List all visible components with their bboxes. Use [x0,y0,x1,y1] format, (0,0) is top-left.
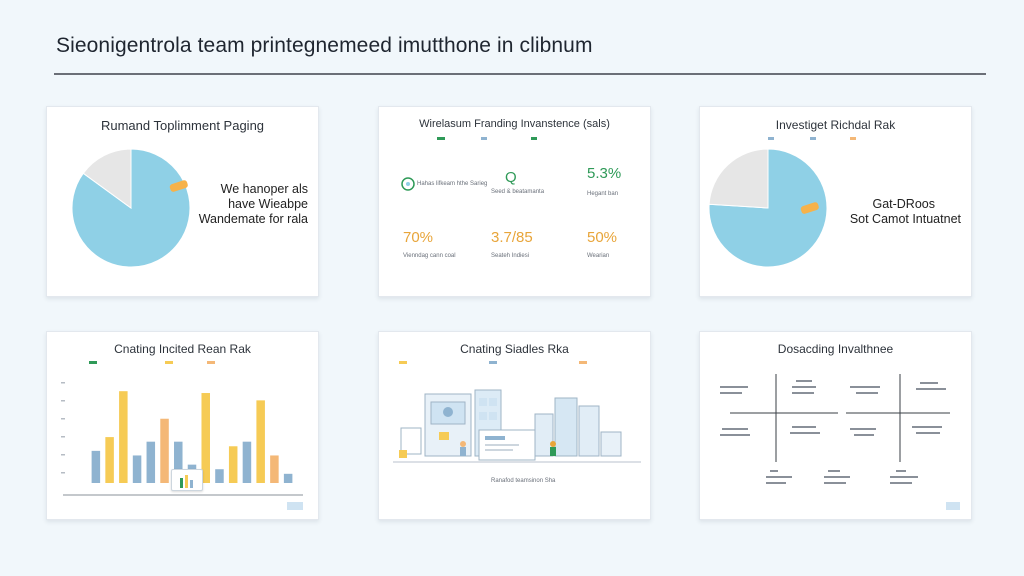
pie-slice [82,148,132,209]
bar [132,455,142,483]
stat-value: 5.3% [587,165,622,182]
pie-slice [708,148,769,209]
stat-value: 50% [587,229,618,246]
card-title: Investiget Richdal Rak [775,118,896,132]
stat-label: Seed & beatamanta [491,189,545,195]
bar [215,469,224,483]
note-line: Gat-DRoos [872,197,935,211]
bar [160,418,169,483]
pie-right-legend [768,137,856,140]
title-divider [54,73,986,75]
card-title: Cnating Siadles Rka [460,342,569,356]
note-line: Wandemate for rala [198,212,308,226]
decision-badge [946,502,960,510]
illustration-legend [399,361,587,364]
bar [201,393,210,483]
bar-chart [61,382,303,496]
note-line: We hanoper als [220,182,308,196]
y-tick [61,418,65,420]
stat-label: Wearian [587,253,610,259]
bar [146,441,156,483]
chart-badge [287,502,303,510]
card-title: Dosacding Invalthnee [777,342,894,356]
card-pie-left: Rumand Toplimment Paging We hanoper als … [46,106,319,297]
stat-label: Hahas lifkeam hthe Sarieg [417,181,488,187]
note-line: Sot Camot Intuatnet [849,212,961,226]
bars-legend [89,361,215,364]
card-illustration: Cnating Siadles Rka [378,331,651,520]
pie-slice [71,148,191,268]
y-tick [61,454,65,456]
chart-tooltip [171,469,203,491]
note-line: have Wieabpe [228,197,308,211]
stats-legend [437,137,537,140]
stat-value: Q [505,169,517,186]
clock-icon [401,177,415,191]
stat-label: Hegant ban [587,191,619,197]
pie-chart-right [708,148,828,268]
y-tick [61,382,65,384]
office-illustration [393,389,641,463]
card-decision: Dosacding Invalthnee [699,331,972,520]
card-title: Wirelasum Franding Invanstence (sals) [419,118,610,130]
card-title: Cnating Incited Rean Rak [114,342,251,356]
pie-left-note: We hanoper als have Wieabpe Wandemate fo… [188,182,308,227]
bar [174,441,183,483]
card-bars: Cnating Incited Rean Rak [46,331,319,520]
y-tick [61,436,65,438]
y-tick [61,400,65,402]
stat-value: 70% [403,229,434,246]
decision-matrix [720,374,950,484]
stat-sublabel [417,189,419,195]
stat-label: Vienndag cann coal [403,253,456,259]
illustration-caption: Ranafod teamsinon Sha [491,478,556,484]
bar [270,455,279,483]
stat-value: 3.7/85 [491,229,533,246]
bar [256,400,265,483]
card-title: Rumand Toplimment Paging [100,118,265,133]
tag-icon [169,180,188,192]
pie-right-note: Gat-DRoos Sot Camot Intuatnet [831,197,961,227]
bar [91,450,101,483]
tag-icon [800,202,819,214]
y-tick [61,472,65,474]
pie-chart-left [71,148,191,268]
mini-bars-icon [180,475,193,488]
stat-label: Seateh Indiesi [491,253,530,259]
bar [242,441,252,483]
page-title: Sieonigentrola team printegnemeed imutth… [56,34,593,57]
bar [228,446,238,483]
card-pie-right: Investiget Richdal Rak Gat-DRoos Sot Cam… [699,106,972,297]
card-stats: Wirelasum Franding Invanstence (sals) Ha… [378,106,651,297]
bar [283,473,293,483]
bar [119,391,128,483]
bar [105,437,114,483]
